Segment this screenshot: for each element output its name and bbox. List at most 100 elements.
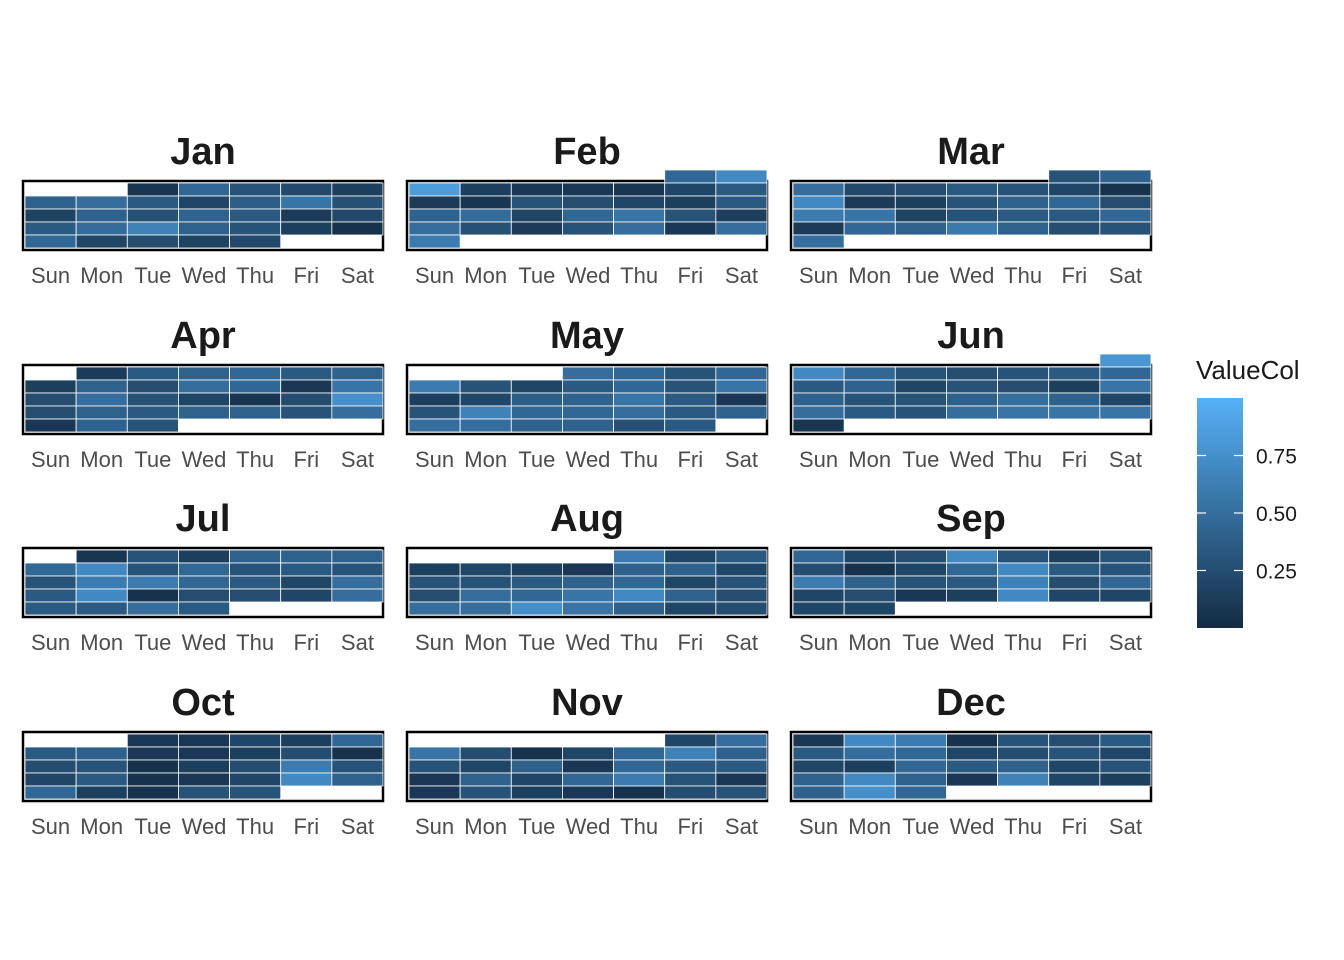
legend-tick-label: 0.50 <box>1256 503 1297 526</box>
day-cell <box>1048 169 1101 184</box>
day-cell <box>997 746 1050 761</box>
day-cell <box>178 575 230 590</box>
day-cell <box>562 379 614 394</box>
weekday-label: Fri <box>1061 630 1087 655</box>
weekday-labels: Sun Mon Tue Wed Thu Fri Sat <box>799 447 1142 472</box>
weekday-label: Sat <box>1109 630 1142 655</box>
day-cell <box>280 588 333 603</box>
day-cell <box>562 208 614 223</box>
day-cell <box>997 575 1050 590</box>
weekday-label: Mon <box>464 447 507 472</box>
day-cell <box>229 562 282 577</box>
day-cell <box>408 785 461 800</box>
day-cell <box>562 418 614 433</box>
month-panel-aug: Aug Sun Mon Tue Wed Thu Fri Sat <box>405 498 769 655</box>
day-cell <box>843 562 896 577</box>
day-cell <box>126 221 179 236</box>
day-cell <box>715 221 768 236</box>
day-cell <box>562 575 614 590</box>
month-panel-dec: Dec Sun Mon Tue Wed Thu Fri Sat <box>789 682 1153 839</box>
day-cell <box>459 221 512 236</box>
day-cell <box>126 733 179 748</box>
day-cell <box>24 418 77 433</box>
day-cell <box>715 195 768 210</box>
month-panel-jan: Jan Sun Mon Tue Wed Thu Fri Sat <box>21 131 385 288</box>
day-cell <box>75 234 128 249</box>
day-cell <box>510 575 563 590</box>
day-cell <box>459 575 512 590</box>
day-cell <box>280 575 333 590</box>
day-cell <box>75 746 128 761</box>
day-cell <box>894 379 947 394</box>
weekday-label: Mon <box>848 263 891 288</box>
day-cell <box>1099 549 1152 564</box>
day-cell <box>843 195 896 210</box>
weekday-label: Sat <box>341 814 374 839</box>
day-cell <box>408 588 461 603</box>
day-cell <box>715 379 768 394</box>
day-cell <box>126 366 179 381</box>
weekday-label: Wed <box>182 447 227 472</box>
day-cell <box>408 418 461 433</box>
day-cell <box>562 772 614 787</box>
month-title: Feb <box>553 131 621 173</box>
day-cell <box>1099 208 1152 223</box>
weekday-label: Mon <box>464 263 507 288</box>
month-panel-jul: Jul Sun Mon Tue Wed Thu Fri Sat <box>21 498 385 655</box>
month-panel-oct: Oct Sun Mon Tue Wed Thu Fri Sat <box>21 682 385 839</box>
day-cell <box>24 195 77 210</box>
day-cell <box>792 549 845 564</box>
day-cell <box>510 601 563 616</box>
day-cell <box>126 418 179 433</box>
day-cell <box>1048 575 1101 590</box>
day-cell <box>843 746 896 761</box>
day-cell <box>331 549 384 564</box>
day-cell <box>178 562 230 577</box>
day-cells <box>408 366 768 433</box>
day-cell <box>24 772 77 787</box>
day-cell <box>510 562 563 577</box>
day-cell <box>75 575 128 590</box>
weekday-label: Sun <box>799 263 838 288</box>
month-title: Aug <box>550 498 624 540</box>
day-cell <box>331 733 384 748</box>
weekday-label: Wed <box>950 630 995 655</box>
weekday-label: Sun <box>415 630 454 655</box>
day-cell <box>229 733 282 748</box>
weekday-labels: Sun Mon Tue Wed Thu Fri Sat <box>31 630 374 655</box>
day-cell <box>894 759 947 774</box>
weekday-labels: Sun Mon Tue Wed Thu Fri Sat <box>415 814 758 839</box>
day-cell <box>946 221 998 236</box>
day-cell <box>613 221 666 236</box>
weekday-label: Wed <box>566 630 611 655</box>
day-cells <box>792 169 1152 249</box>
weekday-label: Sat <box>341 263 374 288</box>
day-cell <box>229 221 282 236</box>
day-cell <box>126 392 179 407</box>
day-cell <box>459 392 512 407</box>
day-cell <box>331 392 384 407</box>
day-cell <box>715 405 768 420</box>
day-cell <box>562 405 614 420</box>
day-cell <box>613 379 666 394</box>
day-cell <box>613 366 666 381</box>
day-cell <box>126 759 179 774</box>
color-legend: ValueCol 0.25 0.50 0.75 <box>1196 355 1300 628</box>
month-title: Jun <box>937 315 1005 357</box>
day-cell <box>408 208 461 223</box>
month-title: Apr <box>170 315 236 357</box>
weekday-label: Wed <box>950 263 995 288</box>
day-cell <box>331 405 384 420</box>
day-cell <box>715 733 768 748</box>
day-cell <box>613 195 666 210</box>
day-cell <box>126 195 179 210</box>
day-cell <box>126 208 179 223</box>
month-panels: Jan Sun Mon Tue Wed Thu Fri Sat Feb Sun Mon Tue Wed T… <box>21 131 1153 839</box>
legend-title: ValueCol <box>1196 355 1300 385</box>
weekday-label: Sun <box>31 814 70 839</box>
day-cell <box>280 746 333 761</box>
day-cell <box>1048 759 1101 774</box>
weekday-label: Sun <box>31 630 70 655</box>
day-cell <box>510 392 563 407</box>
day-cell <box>946 562 998 577</box>
